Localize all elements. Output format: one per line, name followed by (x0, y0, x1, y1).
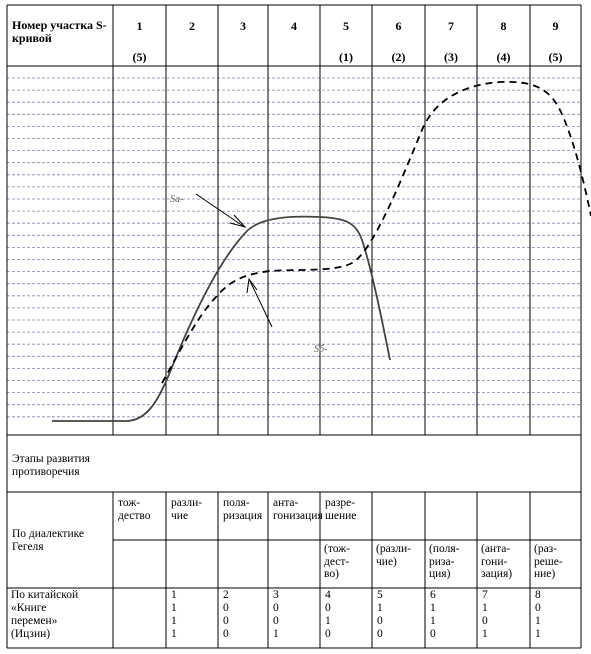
curve-label-sb: Sб- (314, 344, 328, 355)
china-cell: 4 (325, 589, 331, 601)
china-cell: 7 (482, 589, 488, 601)
table-frame (6, 4, 582, 649)
china-cell: 8 (535, 589, 541, 601)
china-cell: 0 (223, 615, 229, 627)
stages-label: Этапы развития противоречия (12, 453, 90, 478)
china-cell: 5 (377, 589, 383, 601)
section-sub-number: (2) (391, 50, 406, 64)
hegel-label: По диалектике Гегеля (12, 528, 85, 553)
section-number: 3 (240, 19, 246, 33)
china-cell: 1 (482, 628, 488, 640)
solid-s-curve (52, 215, 391, 422)
china-cell: 1 (171, 615, 177, 627)
hegel-stage-repeat: (поля- риза- ция) (429, 543, 460, 580)
section-sub-number: (4) (496, 50, 511, 64)
china-label-line: (Ицзин) (11, 628, 51, 640)
curve-label-sa: Sa- (170, 194, 184, 205)
dashed-gridlines (7, 77, 581, 418)
section-number: 7 (448, 19, 454, 33)
hegel-stage-repeat: (раз- реше- ние) (534, 543, 563, 580)
china-cell: 3 (273, 589, 279, 601)
section-sub-number: (5) (548, 50, 563, 64)
china-cell: 1 (535, 615, 541, 627)
china-cell: 1 (171, 589, 177, 601)
section-number: 6 (395, 19, 402, 33)
china-cell: 0 (273, 602, 279, 614)
china-cell: 0 (535, 602, 541, 614)
section-sub-number: (5) (132, 50, 147, 64)
hegel-stage: разли- чие (171, 497, 203, 522)
china-cell: 6 (430, 589, 436, 601)
china-cell: 0 (325, 628, 331, 640)
china-cell: 0 (377, 615, 383, 627)
china-cell: 2 (223, 589, 229, 601)
dashed-s-curve (161, 81, 591, 384)
section-number: 4 (291, 19, 297, 33)
china-cell: 1 (377, 602, 383, 614)
section-number: 2 (189, 19, 195, 33)
china-cell: 1 (325, 615, 331, 627)
hegel-stage: анта- гонизация (273, 497, 323, 522)
china-cell: 1 (430, 615, 436, 627)
china-cell: 0 (325, 602, 331, 614)
china-cell: 0 (482, 615, 488, 627)
section-number: 9 (552, 19, 559, 33)
hegel-stage: поля- ризация (223, 497, 263, 522)
pointer-arrows (195, 193, 273, 328)
china-cell: 0 (223, 628, 229, 640)
china-cell: 1 (482, 602, 488, 614)
hegel-stage-repeat: (анта- гони- зация) (481, 543, 513, 580)
china-cell: 1 (171, 602, 177, 614)
hegel-stage-repeat: (тож- дест- во) (324, 543, 350, 580)
hegel-stage-repeat: (разли- чие) (376, 543, 411, 568)
china-cell: 1 (171, 628, 177, 640)
section-sub-number: (1) (339, 50, 353, 64)
china-cell: 1 (535, 628, 541, 640)
header-title: Номер участка S-кривой (12, 18, 107, 45)
section-number: 5 (343, 19, 349, 33)
china-label-line: перемен» (11, 615, 58, 627)
china-label-line: «Книге (11, 602, 47, 614)
section-sub-number: (3) (444, 50, 458, 64)
section-number: 8 (500, 19, 507, 33)
china-cell: 0 (273, 615, 279, 627)
china-cell: 1 (430, 602, 436, 614)
hegel-stage: тож- дество (118, 497, 151, 522)
china-cell: 0 (430, 628, 436, 640)
china-cell: 0 (223, 602, 229, 614)
china-cell: 0 (377, 628, 383, 640)
china-label-line: По китайской (11, 589, 79, 601)
section-number: 1 (136, 19, 143, 33)
hegel-stage: разре- шение (325, 497, 357, 522)
china-cell: 1 (273, 628, 279, 640)
